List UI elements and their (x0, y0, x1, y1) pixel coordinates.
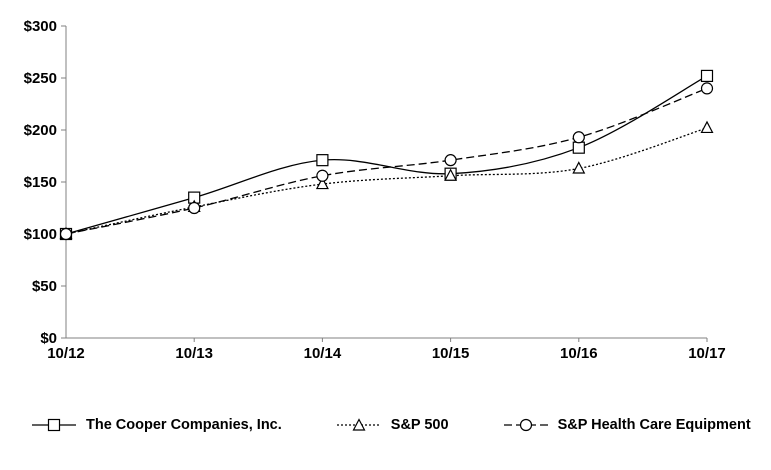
y-axis-label: $250 (24, 70, 57, 87)
legend-item-sp-healthcare: S&P Health Care Equipment (503, 417, 751, 433)
chart-legend: The Cooper Companies, Inc. S&P 500 S&P H… (31, 417, 751, 433)
legend-square-marker-icon (47, 418, 61, 432)
plot-area: $0 $50 $100 $150 $200 $250 $300 10/12 10/13 10/14… (24, 18, 726, 362)
data-point-sp500 (315, 176, 329, 190)
data-point-cooper (572, 141, 585, 154)
data-point-sp-healthcare-equipment (444, 154, 457, 167)
series-line-sp500 (65, 127, 708, 235)
legend-item-cooper: The Cooper Companies, Inc. (31, 417, 282, 433)
legend-label-cooper: The Cooper Companies, Inc. (86, 417, 282, 433)
data-point-sp500 (572, 161, 586, 174)
legend-label-sp-healthcare: S&P Health Care Equipment (557, 417, 751, 433)
legend-item-sp500: S&P 500 (336, 417, 449, 433)
data-point-cooper (316, 154, 329, 167)
data-point-sp-healthcare-equipment (316, 169, 329, 182)
y-axis-label: $300 (24, 18, 57, 35)
data-point-sp500 (700, 120, 714, 134)
data-point-sp500 (444, 168, 458, 181)
x-axis-label: 10/14 (304, 345, 342, 362)
y-axis-label: $0 (40, 330, 57, 347)
legend-swatch-dotted-triangle (336, 418, 381, 431)
legend-circle-marker-icon (519, 418, 532, 432)
y-axis-label: $50 (32, 278, 57, 295)
data-point-sp-healthcare-equipment (700, 82, 714, 95)
legend-label-sp500: S&P 500 (390, 417, 449, 433)
x-axis-label: 10/17 (688, 345, 726, 362)
series-line-cooper (65, 75, 708, 235)
data-point-sp-healthcare-equipment (572, 131, 585, 144)
legend-triangle-marker-icon (352, 418, 366, 431)
y-axis-label: $100 (24, 226, 57, 243)
x-axis-label: 10/13 (175, 345, 213, 362)
series-line-sp-healthcare-equipment (65, 87, 708, 235)
data-point-sp-healthcare-equipment (59, 227, 73, 241)
y-axis-label: $150 (24, 174, 57, 191)
x-axis-label: 10/15 (432, 345, 470, 362)
data-point-cooper (700, 69, 714, 83)
legend-swatch-dashed-circle (503, 418, 548, 432)
x-axis-label: 10/16 (560, 345, 598, 362)
data-point-sp-healthcare-equipment (188, 201, 201, 215)
x-axis-label: 10/12 (47, 345, 85, 362)
legend-swatch-solid-square (32, 418, 76, 432)
y-axis-label: $200 (24, 122, 57, 139)
